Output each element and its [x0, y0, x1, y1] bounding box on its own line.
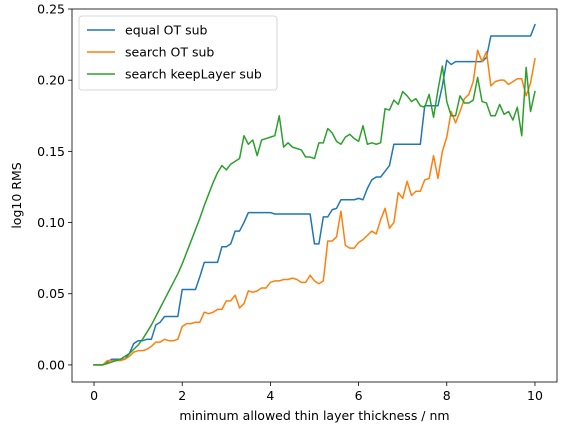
x-tick-label: 2 [178, 388, 186, 403]
y-tick-label: 0.25 [37, 2, 65, 17]
axes-border [71, 8, 558, 383]
axes-frame [71, 8, 558, 383]
series-line-2 [93, 65, 536, 366]
plot-lines [93, 23, 536, 366]
legend-label-2: search keepLayer sub [125, 67, 262, 82]
legend-label-1: search OT sub [125, 45, 214, 60]
y-tick-label: 0.10 [37, 215, 65, 230]
series-line-0 [93, 23, 536, 366]
y-axis-ticks: 0.00 0.05 0.10 0.15 0.20 0.25 [37, 2, 72, 372]
x-axis-ticks: 0 2 4 6 8 10 [90, 382, 543, 403]
legend-label-0: equal OT sub [125, 23, 208, 38]
legend: equal OT sub search OT sub search keepLaye… [78, 15, 278, 91]
y-axis-label: log10 RMS [9, 162, 24, 228]
series-line-1 [93, 49, 536, 366]
x-tick-label: 0 [90, 388, 98, 403]
x-tick-label: 8 [443, 388, 451, 403]
y-tick-label: 0.05 [37, 286, 65, 301]
x-tick-label: 10 [527, 388, 543, 403]
y-tick-label: 0.20 [37, 73, 65, 88]
legend-box [78, 15, 278, 91]
x-tick-label: 4 [266, 388, 274, 403]
y-tick-label: 0.15 [37, 144, 65, 159]
x-tick-label: 6 [355, 388, 363, 403]
x-axis-label: minimum allowed thin layer thickness / n… [179, 408, 449, 423]
y-tick-label: 0.00 [37, 357, 65, 372]
